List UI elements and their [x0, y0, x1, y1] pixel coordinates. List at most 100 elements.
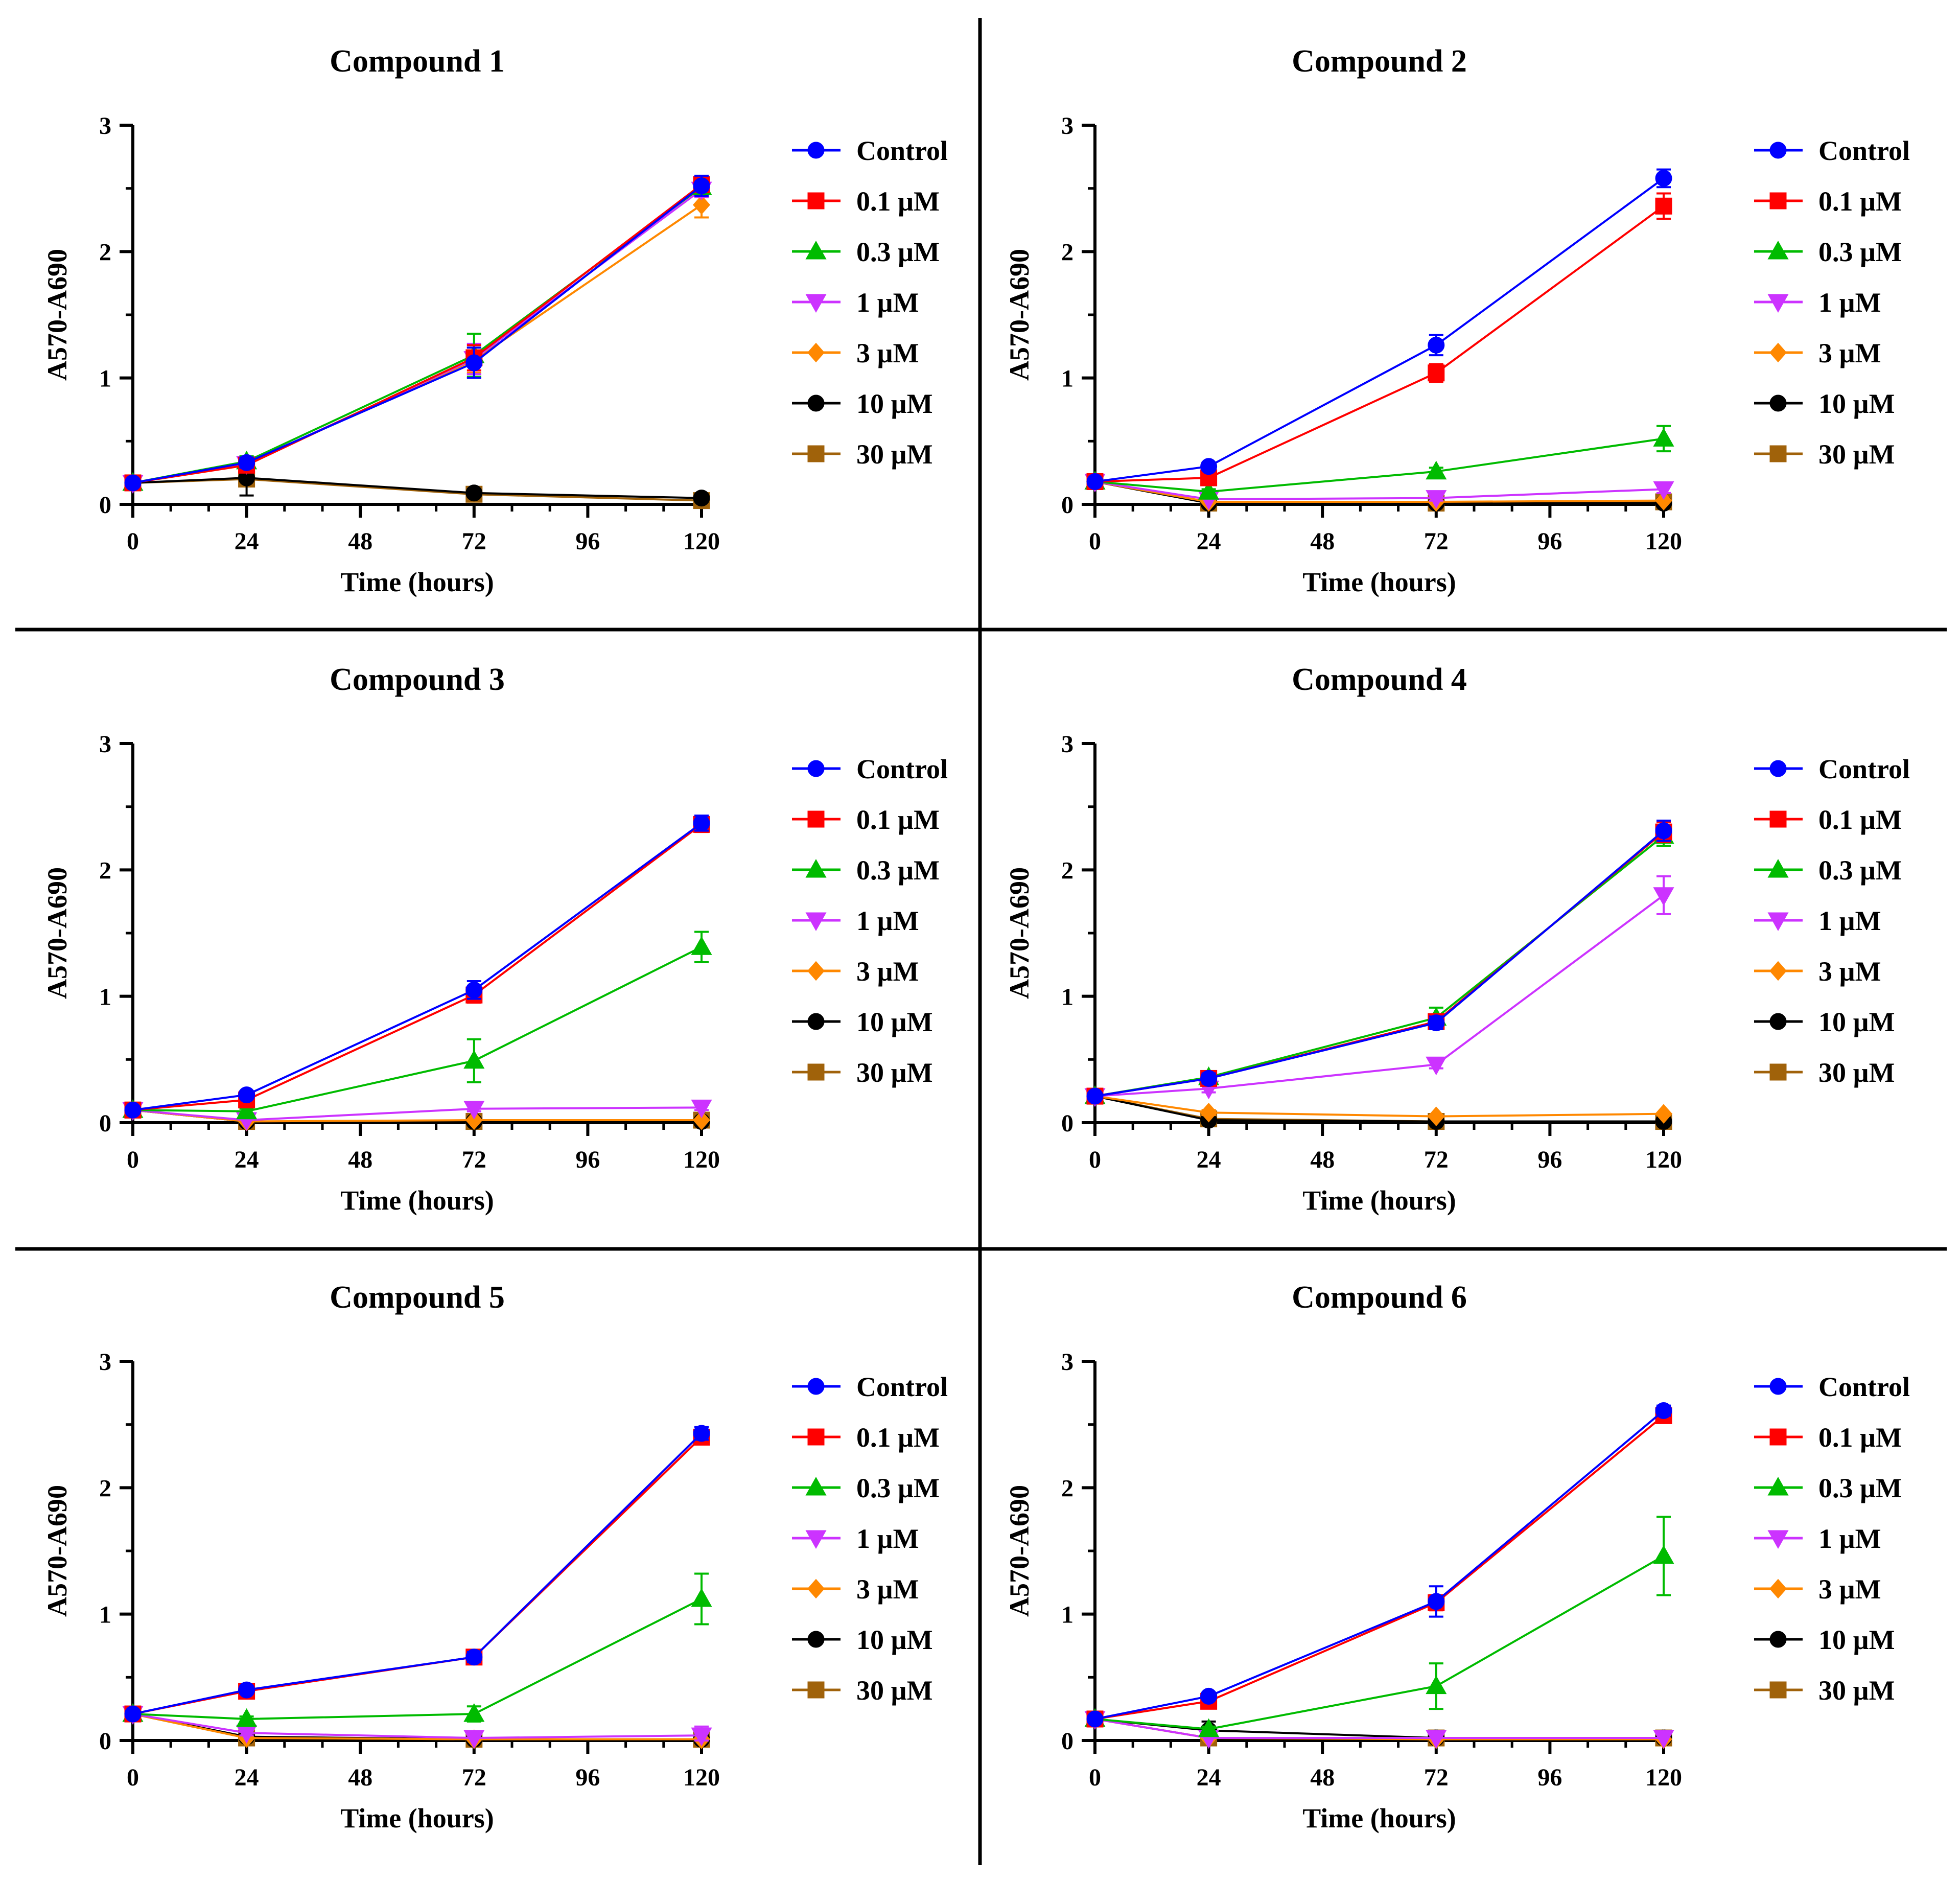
data-point — [238, 1681, 255, 1699]
legend-item: 3 µM — [1754, 956, 1881, 987]
legend-marker — [1767, 1530, 1789, 1549]
data-point — [465, 981, 483, 999]
legend-item: 0.3 µM — [792, 855, 940, 886]
x-tick-label: 24 — [235, 1146, 259, 1173]
data-point — [1653, 1730, 1674, 1749]
chart-panel-4: Compound 4 0 1 2 3 0 24 48 72 96 120 Time (hours) A5… — [1004, 662, 1910, 1216]
data-point — [236, 1708, 258, 1727]
y-tick-label: 2 — [1061, 857, 1074, 884]
series-line — [1094, 480, 1664, 501]
legend-marker — [805, 858, 827, 878]
chart-panel-6: Compound 6 0 1 2 3 0 24 48 72 96 120 Time (hours) A5… — [1004, 1280, 1910, 1833]
series-line — [132, 1598, 702, 1720]
x-tick-label: 120 — [1645, 1764, 1682, 1791]
legend-marker — [1769, 142, 1787, 159]
legend-item: Control — [792, 1372, 948, 1402]
data-point — [691, 1727, 712, 1747]
legend-item: 0.3 µM — [1754, 1473, 1902, 1503]
legend-label: 30 µM — [856, 439, 933, 470]
legend-marker — [807, 142, 825, 159]
chart-title: Compound 2 — [1292, 44, 1467, 79]
legend-item: 10 µM — [792, 388, 933, 419]
legend-label: 3 µM — [1818, 956, 1881, 987]
data-point — [463, 1703, 485, 1722]
legend-marker — [1767, 1476, 1789, 1496]
legend-item: 1 µM — [792, 287, 919, 318]
data-point — [1655, 822, 1672, 840]
data-point — [463, 1730, 485, 1749]
legend-marker — [1769, 1681, 1787, 1699]
legend-label: 1 µM — [856, 287, 919, 318]
y-tick-label: 1 — [1061, 984, 1074, 1011]
chart-panel-5: Compound 5 0 1 2 3 0 24 48 72 96 120 Time (hours) A5… — [42, 1280, 948, 1833]
y-axis-label: A570-A690 — [1004, 249, 1035, 381]
data-point — [1200, 458, 1218, 475]
legend-label: 0.1 µM — [856, 804, 940, 835]
data-point — [238, 454, 255, 471]
legend-item: 10 µM — [792, 1624, 933, 1655]
x-tick-label: 120 — [683, 528, 720, 555]
series-line — [132, 823, 703, 1111]
data-point — [238, 1086, 255, 1104]
data-point — [693, 490, 710, 507]
x-tick-label: 72 — [1424, 1764, 1449, 1791]
data-point — [1653, 428, 1674, 447]
x-axis-label: Time (hours) — [340, 1803, 494, 1833]
series-line — [1094, 1095, 1664, 1123]
data-point — [1426, 1675, 1447, 1695]
x-tick-label: 120 — [683, 1764, 720, 1791]
series-line — [1094, 894, 1665, 1098]
legend-item: 1 µM — [1754, 287, 1881, 318]
legend-marker — [807, 1063, 825, 1081]
x-tick-label: 48 — [348, 1764, 372, 1791]
data-point — [1655, 1402, 1672, 1419]
series-line — [132, 1432, 703, 1715]
series-line — [1094, 1555, 1664, 1730]
y-axis-label: A570-A690 — [42, 1485, 73, 1617]
series-line — [1094, 830, 1665, 1098]
y-tick-label: 1 — [99, 1602, 111, 1629]
x-tick-label: 0 — [1089, 528, 1101, 555]
x-tick-label: 96 — [1537, 1764, 1562, 1791]
legend-marker — [805, 294, 827, 313]
x-tick-label: 120 — [683, 1146, 720, 1173]
data-point — [465, 1649, 483, 1666]
y-tick-label: 3 — [99, 731, 111, 758]
legend-marker — [1769, 1378, 1787, 1395]
legend-label: 3 µM — [1818, 338, 1881, 368]
series-control — [124, 1425, 710, 1723]
legend-label: 30 µM — [856, 1057, 933, 1088]
x-tick-label: 96 — [1537, 1146, 1562, 1173]
legend-label: 0.3 µM — [1818, 855, 1902, 886]
legend-label: Control — [856, 754, 948, 784]
y-tick-label: 0 — [1061, 492, 1074, 519]
series-line — [132, 822, 703, 1111]
legend-marker — [805, 1476, 827, 1496]
data-point — [465, 354, 483, 372]
legend-item: 0.3 µM — [792, 1473, 940, 1503]
legend-marker — [1769, 192, 1787, 210]
legend-marker — [1767, 912, 1789, 932]
chart-title: Compound 3 — [330, 662, 505, 697]
legend-marker — [807, 1013, 825, 1030]
y-tick-label: 2 — [1061, 1475, 1074, 1502]
legend-marker — [1769, 1579, 1787, 1599]
data-point — [1426, 490, 1447, 509]
x-tick-label: 72 — [1424, 528, 1449, 555]
legend-label: 1 µM — [1818, 287, 1881, 318]
legend-label: 3 µM — [856, 956, 919, 987]
y-tick-label: 2 — [99, 1475, 111, 1502]
legend-label: 1 µM — [1818, 1523, 1881, 1554]
legend-label: 10 µM — [1818, 1624, 1895, 1655]
x-tick-label: 24 — [1197, 1764, 1221, 1791]
data-point — [691, 1099, 712, 1119]
data-point — [1086, 1710, 1104, 1728]
x-axis-label: Time (hours) — [1302, 1185, 1456, 1216]
x-tick-label: 0 — [127, 528, 139, 555]
legend-label: Control — [856, 135, 948, 166]
legend-marker — [805, 240, 827, 260]
series-line — [1094, 1095, 1664, 1118]
legend-label: 0.3 µM — [856, 1473, 940, 1503]
legend-item: 0.1 µM — [792, 1422, 940, 1453]
series-0-3-m — [1084, 1516, 1674, 1737]
